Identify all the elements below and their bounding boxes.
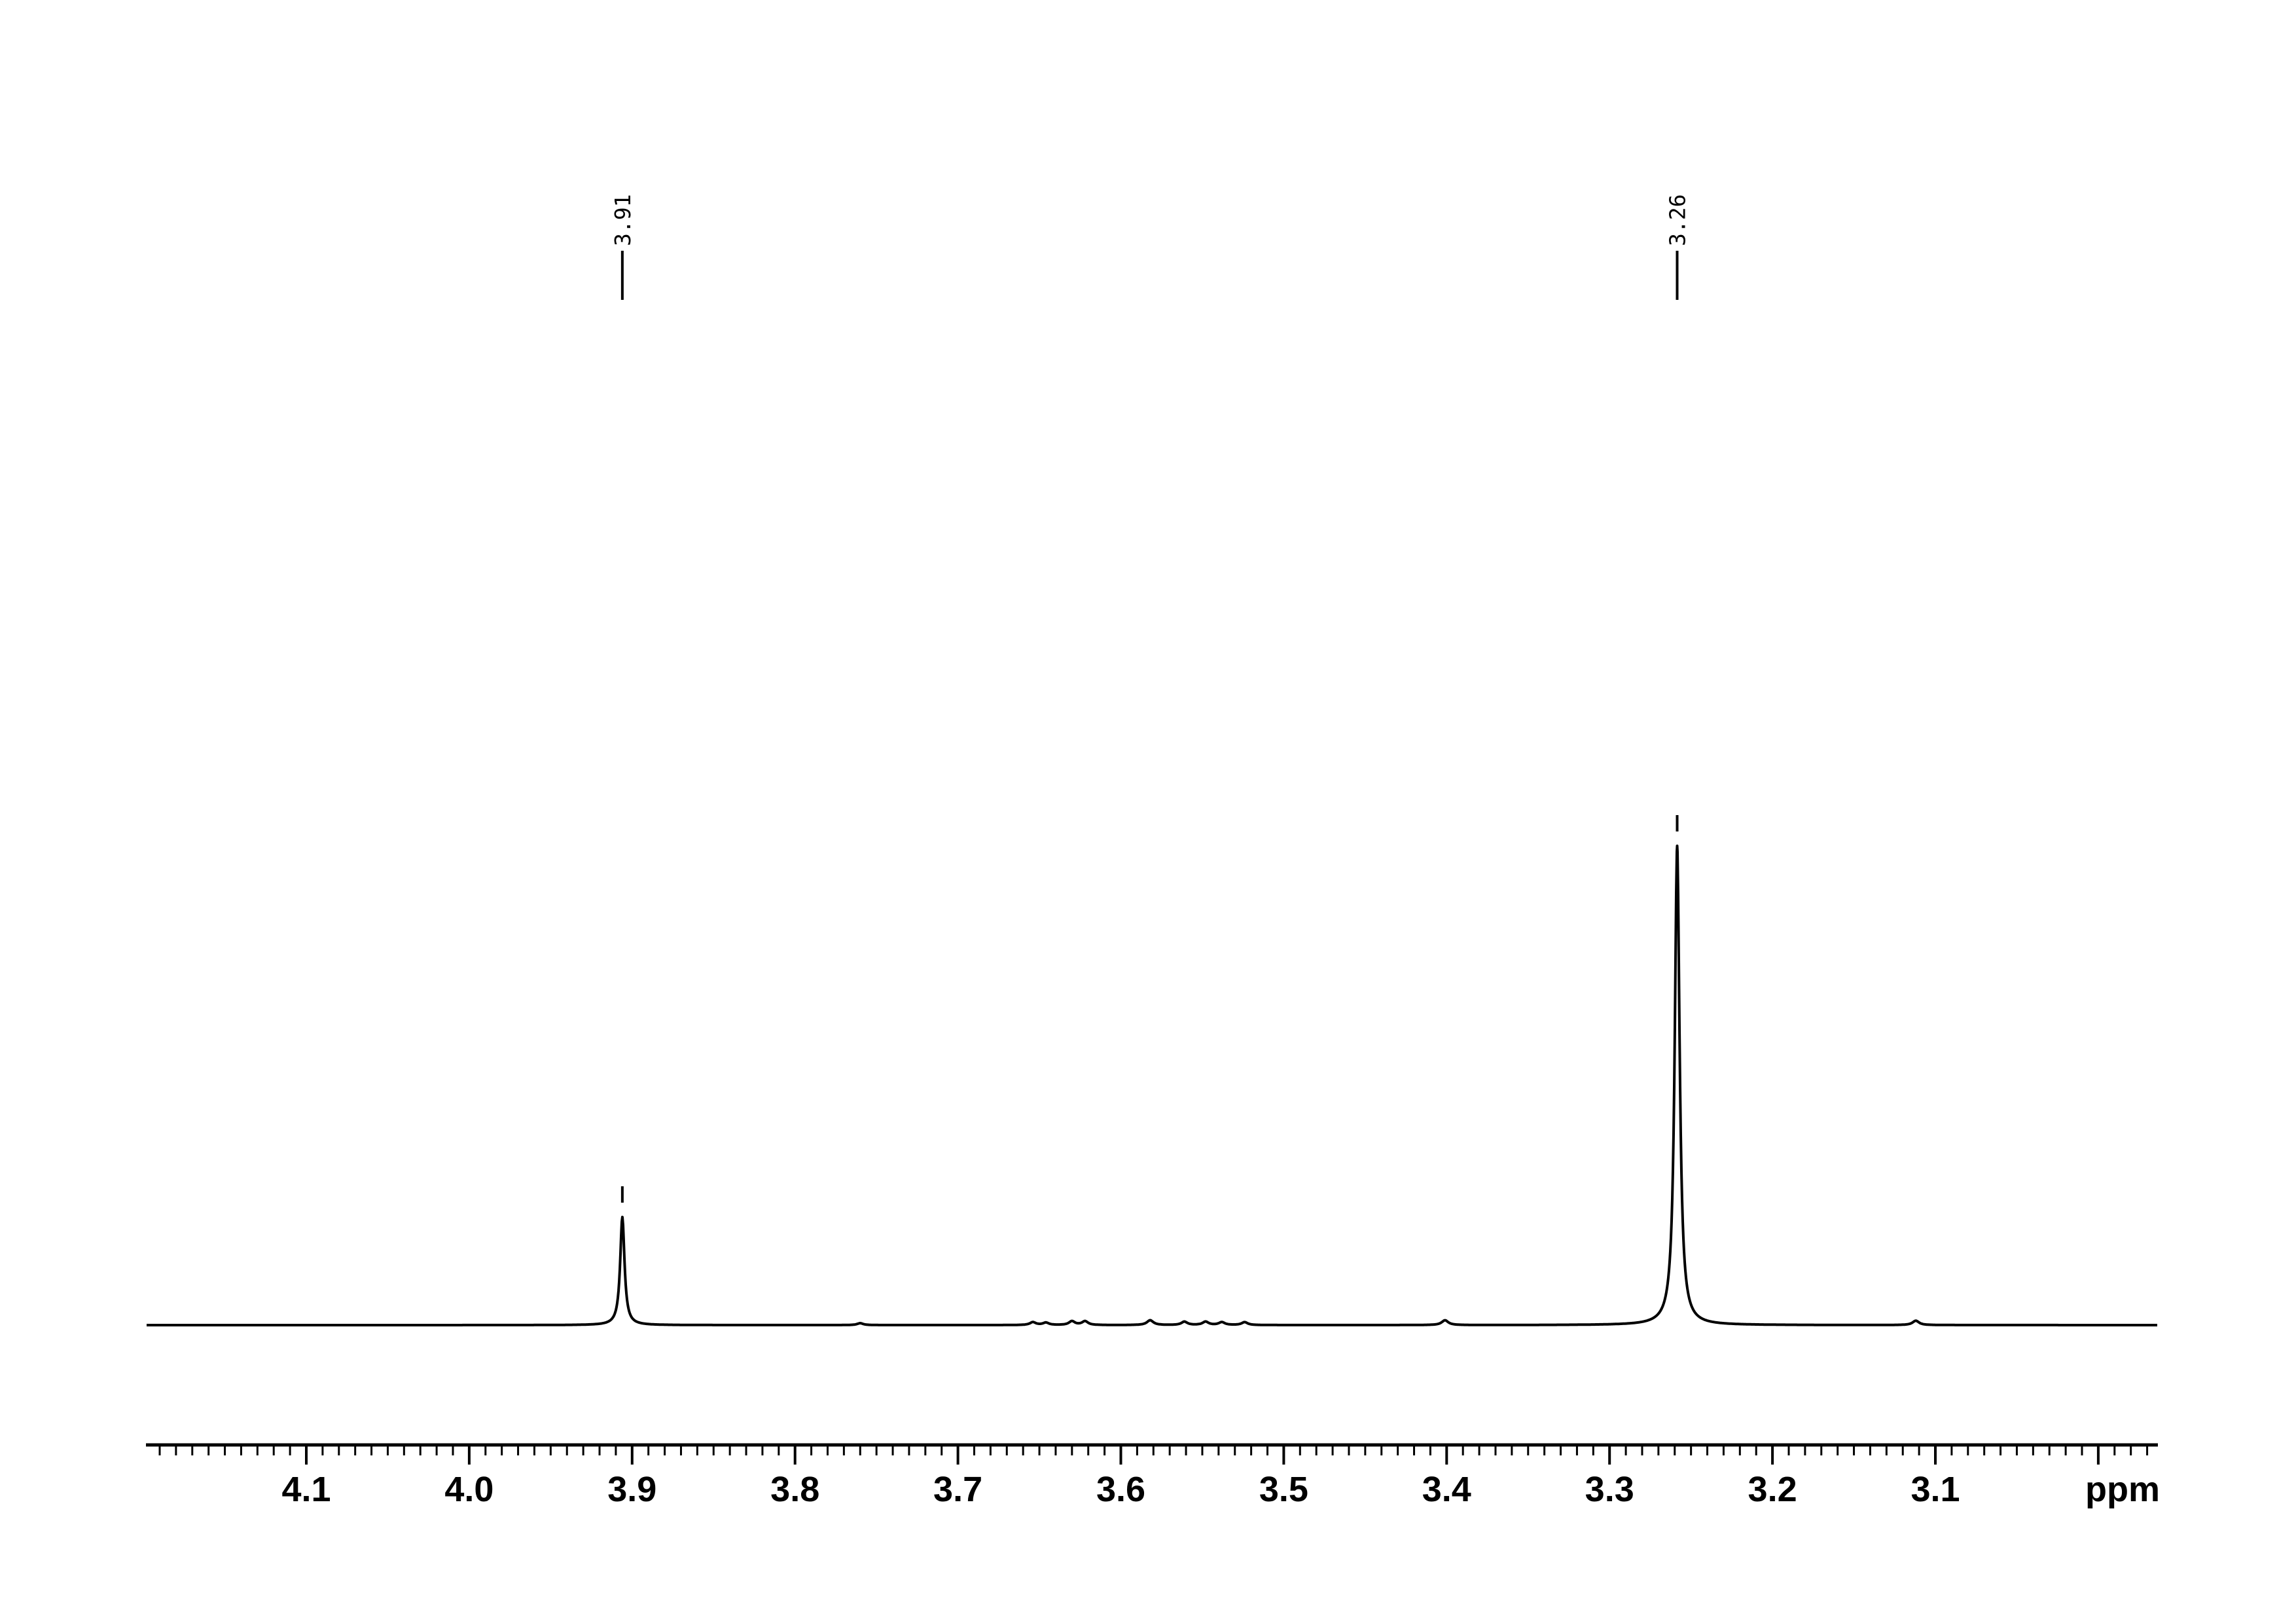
tick-label: 3.9 xyxy=(607,1470,656,1509)
peak-pick-label: 3.91 xyxy=(610,194,636,246)
peak-pick-labels: 3.91 3.26 xyxy=(610,194,1690,1203)
spectrum-trace xyxy=(146,845,2158,1326)
tick-label: 4.1 xyxy=(281,1470,331,1509)
axis-unit-label: ppm xyxy=(2085,1470,2160,1509)
tick-label: 3.6 xyxy=(1096,1470,1145,1509)
tick-label: 3.4 xyxy=(1422,1470,1471,1509)
tick-label: 3.7 xyxy=(933,1470,982,1509)
tick-label: 4.0 xyxy=(444,1470,493,1509)
peak-pick-label: 3.26 xyxy=(1664,194,1690,246)
spectrum-trace-path xyxy=(146,845,2158,1326)
tick-label: 3.8 xyxy=(770,1470,819,1509)
tick-label: 3.5 xyxy=(1259,1470,1308,1509)
x-axis: 4.1 4.0 3.9 3.8 3.7 3.6 3.5 3.4 3.3 3.2 3.1 ppm xyxy=(146,1443,2160,1509)
tick-label: 3.2 xyxy=(1748,1470,1797,1509)
tick-label: 3.1 xyxy=(1910,1470,1960,1509)
tick-label: 3.3 xyxy=(1585,1470,1634,1509)
